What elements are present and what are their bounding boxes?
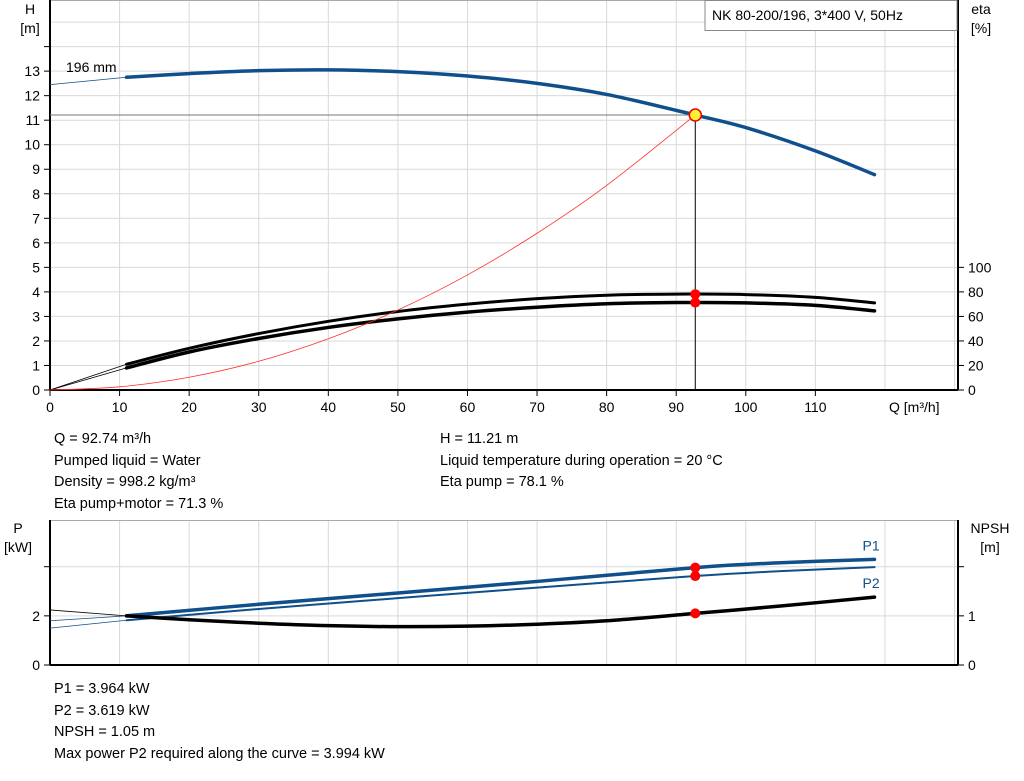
info-max-power: Max power P2 required along the curve = … [54, 745, 385, 762]
panel1-y-left-tick-label: 9 [32, 161, 40, 177]
panel1-x-tick-label: 60 [460, 399, 476, 415]
chart-title: NK 80-200/196, 3*400 V, 50Hz [712, 7, 903, 23]
panel1-y-right-tick-label: 40 [968, 333, 984, 349]
panel1-x-tick-label: 30 [251, 399, 267, 415]
panel1-y-right-tick-label: 0 [968, 382, 976, 398]
panel1-y-left-tick-label: 1 [32, 357, 40, 373]
panel1-y-left-tick-label: 13 [24, 63, 40, 79]
panel1-y-left-tick-label: 7 [32, 210, 40, 226]
title-box [704, 0, 958, 31]
panel1-y-right-tick-label: 80 [968, 284, 984, 300]
panel2-NPSH-extension [49, 609, 127, 617]
panel1-head-curve [124, 68, 877, 177]
panel2-NPSH-curve [124, 595, 877, 629]
panel1-eta_pump_motor-extension [49, 367, 127, 391]
info-head: H = 11.21 m [440, 431, 519, 447]
panel2-frame [49, 520, 959, 666]
panel1-y-left-tick-label: 6 [32, 235, 40, 251]
panel1-y-right-label: [%] [971, 20, 991, 36]
panel1-y-left-tick-label: 0 [32, 382, 40, 398]
panel1-eta_pump-curve [125, 292, 877, 366]
panel1-head-extension [49, 76, 127, 86]
panel2-P2-curve [125, 566, 876, 622]
panel1-y-right-tick-label: 60 [968, 308, 984, 324]
panel1-x-tick-label: 40 [321, 399, 337, 415]
panel2-P2-label: P2 [863, 575, 880, 591]
panel1-y-right-tick-label: 20 [968, 357, 984, 373]
info-top-left: Q = 92.74 m³/h Pumped liquid = Water Den… [54, 429, 223, 515]
impeller-diameter-label: 196 mm [66, 59, 117, 75]
panel1-x-tick-label: 0 [46, 399, 54, 415]
info-p2: P2 = 3.619 kW [54, 702, 150, 719]
panel1-y-right-label: eta [971, 1, 991, 17]
info-top-right: H = 11.21 m Liquid temperature during op… [440, 429, 723, 494]
panel1-y-right-tick-label: 100 [968, 259, 992, 275]
panel1-x-tick-label: 100 [734, 399, 758, 415]
panel2-P2-extension [49, 619, 127, 629]
info-npsh: NPSH = 1.05 m [54, 724, 156, 740]
panel1-x-tick-label: 70 [529, 399, 545, 415]
panel1-y-left-tick-label: 2 [32, 333, 40, 349]
panel1-eta_pump_motor-curve [124, 300, 877, 370]
panel2-y-left-tick-label: 2 [32, 608, 40, 624]
panel2-y-right-tick-label: 0 [968, 657, 976, 673]
panel1-eta_pump-extension [49, 363, 127, 391]
panel2-P1-label: P1 [863, 537, 880, 553]
panel2-y-left-tick-label: 0 [32, 657, 40, 673]
panel1-y-left-tick-label: 11 [25, 112, 40, 128]
panel2-y-right-label: NPSH [971, 520, 1010, 536]
info-liquid: Pumped liquid = Water [54, 452, 201, 469]
panel1-duty-eta-pump-marker [690, 289, 701, 300]
panel1-system-curve [49, 114, 696, 391]
info-flow: Q = 92.74 m³/h [54, 431, 152, 447]
info-temperature: Liquid temperature during operation = 20… [440, 452, 723, 469]
panel1-y-left-tick-label: 5 [32, 259, 40, 275]
panel1-y-left-tick-label: 12 [24, 88, 40, 104]
panel1-duty-head-marker [688, 108, 703, 122]
panel2-duty-p2-marker [690, 571, 701, 582]
info-eta-pump-motor: Eta pump+motor = 71.3 % [54, 495, 224, 512]
info-bottom: P1 = 3.964 kW P2 = 3.619 kW NPSH = 1.05 … [54, 679, 385, 765]
panel1-x-tick-label: 50 [390, 399, 406, 415]
panel1-x-tick-label: 80 [599, 399, 615, 415]
panel1-y-left-label: H [25, 1, 35, 17]
panel1-frame [49, 0, 959, 391]
panel1-x-tick-label: 110 [804, 399, 827, 415]
info-eta-pump: Eta pump = 78.1 % [440, 474, 564, 490]
panel2-duty-npsh-marker [690, 608, 701, 619]
panel1-y-left-tick-label: 3 [32, 308, 40, 324]
panel1-y-left-label: [m] [20, 20, 39, 36]
panel1-x-tick-label: 90 [668, 399, 684, 415]
panel2-y-left-label: P [13, 520, 22, 536]
info-p1: P1 = 3.964 kW [54, 681, 150, 697]
panel2-y-left-label: [kW] [4, 539, 32, 555]
panel2-duty-p1-marker [690, 562, 701, 573]
panel1-y-left-tick-label: 4 [32, 284, 40, 300]
panel1-y-left-tick-label: 8 [32, 186, 40, 202]
panel1-x-tick-label: 20 [181, 399, 197, 415]
panel1-duty-eta-pump-motor-marker [690, 297, 701, 308]
panel1-x-axis-label: Q [m³/h] [889, 399, 940, 415]
panel2-P1-extension [49, 615, 127, 622]
panel1-x-tick-label: 10 [112, 399, 128, 415]
info-density: Density = 998.2 kg/m³ [54, 474, 196, 490]
panel2-P1-curve [124, 557, 877, 618]
panel1-y-left-tick-label: 10 [24, 137, 40, 153]
panel2-y-right-tick-label: 1 [968, 608, 976, 624]
panel2-y-right-label: [m] [980, 539, 999, 555]
